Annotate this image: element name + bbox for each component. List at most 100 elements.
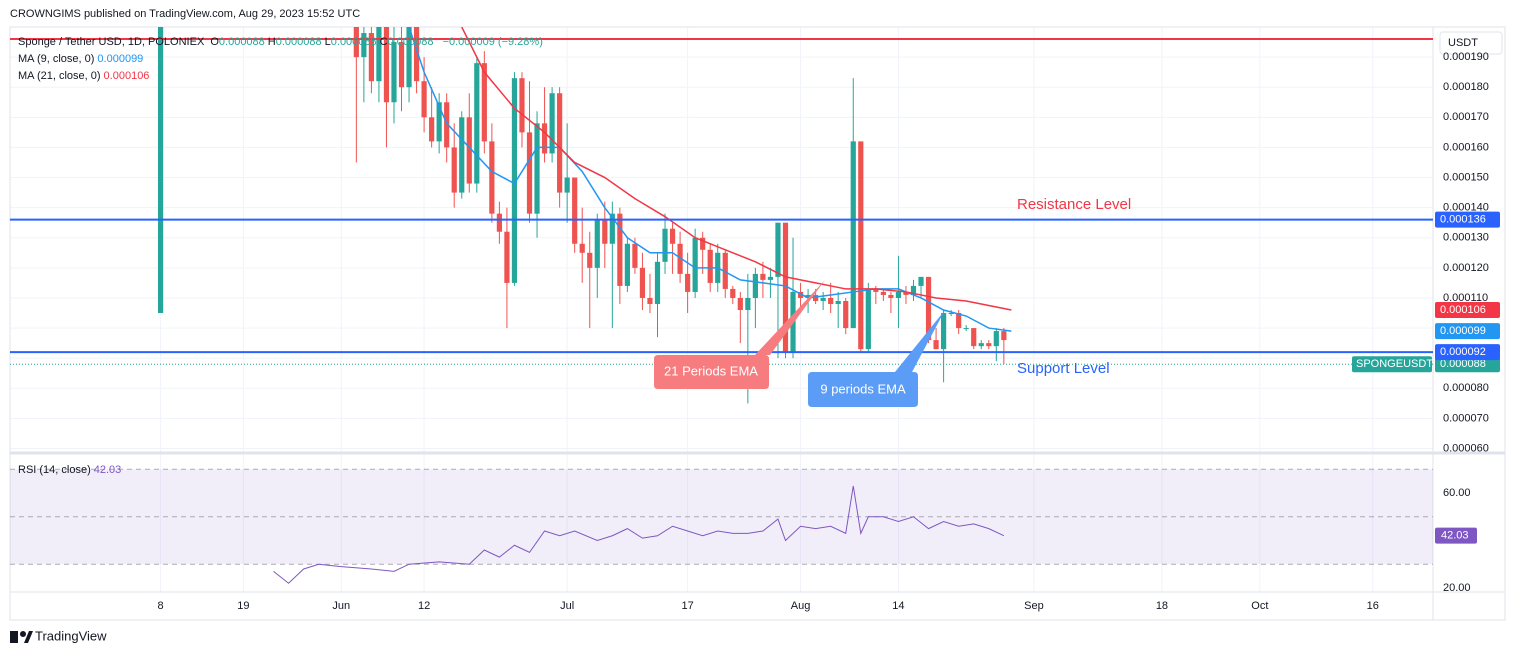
y-tick-label: 0.000130: [1443, 232, 1489, 244]
rsi: [273, 485, 1005, 584]
candle-body: [662, 228, 668, 262]
legend-value: 0.000106: [103, 70, 150, 82]
candle-body: [752, 273, 758, 298]
candle-body: [624, 243, 630, 286]
y-tick-label: 0.000120: [1443, 262, 1489, 274]
candle-body: [797, 291, 804, 298]
y-tick-label: 0.000180: [1443, 81, 1489, 93]
candle-body: [880, 291, 886, 295]
candle-body: [579, 243, 585, 253]
x-tick-label: 17: [681, 600, 693, 612]
candle-body: [835, 300, 841, 304]
y-tick-label: 0.000060: [1443, 442, 1489, 454]
ma-line: [461, 27, 1012, 311]
ohlc-label: H: [267, 36, 276, 48]
candles: [157, 27, 1012, 404]
candle-body: [602, 219, 608, 244]
x-tick-label: Jul: [560, 600, 574, 612]
ohlc-value: 0.000088: [387, 36, 434, 48]
candle-body: [903, 291, 909, 295]
candle-body: [398, 42, 405, 88]
price-tag-label: 0.000088: [1440, 358, 1486, 370]
candle-body: [406, 27, 412, 88]
rsi-tag-label: 42.03: [1441, 530, 1469, 542]
legend-value: 0.000099: [97, 53, 144, 65]
candle-body: [376, 27, 382, 82]
ma9-legend: MA (9, close, 0) 0.000099: [18, 53, 146, 65]
candle-body: [685, 273, 691, 292]
candle-body: [157, 27, 164, 314]
x-tick-label: 19: [237, 600, 249, 612]
candle-body: [459, 117, 465, 193]
candle-body: [609, 213, 615, 244]
candle-body: [843, 300, 849, 329]
ohlc-value: 0.000088: [218, 36, 265, 48]
y-tick-label: 0.000160: [1443, 141, 1489, 153]
candle-body: [429, 117, 435, 142]
candle-body: [677, 243, 683, 274]
candle-body: [444, 102, 450, 148]
price-tag-label: 0.000136: [1440, 214, 1486, 226]
price-tag-label: 0.000099: [1440, 325, 1486, 337]
ohlc-label: C: [379, 36, 388, 48]
candle-body: [413, 27, 420, 82]
ohlc-label: O: [210, 36, 219, 48]
byline: CROWNGIMS published on TradingView.com, …: [10, 8, 360, 20]
legend-value: 42.03: [93, 464, 122, 476]
candle-body: [993, 331, 999, 347]
price-tag: [1435, 323, 1500, 340]
candle-body: [971, 328, 977, 347]
candle-body: [572, 177, 578, 244]
candle-body: [767, 276, 774, 280]
y-tick-label: 0.000170: [1443, 111, 1489, 123]
candle-body: [647, 297, 653, 304]
price-tag: [1435, 344, 1500, 361]
candle-body: [474, 63, 480, 184]
candle-body: [873, 288, 879, 292]
x-tick-label: Sep: [1024, 600, 1044, 612]
symbol-tag-label: SPONGEUSDT: [1356, 358, 1433, 370]
candle-body: [760, 273, 766, 280]
candle-body: [526, 132, 533, 214]
y-tick-label: 0.000150: [1443, 171, 1489, 183]
candle-body: [466, 117, 472, 184]
symbol-legend: Sponge / Tether USD, 1D, POLONIEX O0.000…: [18, 36, 546, 48]
footer-logo: [10, 631, 33, 643]
candle-body: [654, 261, 661, 304]
candle-body: [722, 252, 728, 289]
candle-body: [925, 276, 932, 341]
candle-body: [918, 276, 924, 286]
ohlc-value: 0.000088: [330, 36, 377, 48]
candle-body: [730, 288, 736, 298]
candle-body: [986, 343, 992, 347]
candle-body: [639, 267, 646, 298]
ohlc-label: L: [324, 36, 331, 48]
candle-body: [587, 252, 593, 268]
candle-body: [956, 313, 962, 329]
candle-body: [1001, 331, 1007, 341]
candle-body: [534, 123, 540, 214]
callout-text: 9 periods EMA: [820, 381, 906, 396]
y-tick-label: 0.000140: [1443, 202, 1489, 214]
legend-name: MA (9, close, 0): [18, 53, 95, 65]
grid: [10, 27, 1433, 592]
ema21-callout: 21 Periods EMA: [654, 280, 825, 389]
ohlc-value: 0.000088: [275, 36, 322, 48]
level-label: Support Level: [1017, 360, 1110, 377]
candle-body: [519, 78, 525, 133]
symbol: Sponge / Tether USD, 1D, POLONIEX: [18, 36, 205, 48]
legend-name: MA (21, close, 0): [18, 70, 101, 82]
candle-body: [383, 27, 390, 103]
rsi-tag: [1435, 527, 1477, 544]
candle-body: [888, 294, 894, 298]
currency-box[interactable]: [1439, 31, 1503, 55]
candle-body: [594, 219, 600, 268]
candle-body: [617, 213, 623, 286]
candle-body: [805, 294, 811, 298]
x-tick-label: Oct: [1251, 600, 1268, 612]
x-tick-label: 12: [418, 600, 430, 612]
y-tick-label: 0.000080: [1443, 382, 1489, 394]
candle-body: [451, 147, 457, 193]
